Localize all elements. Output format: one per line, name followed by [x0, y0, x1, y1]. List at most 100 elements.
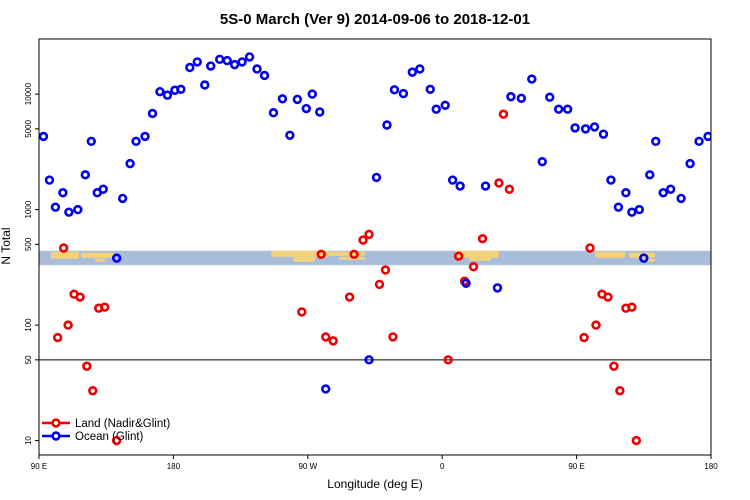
- point-series-1: [244, 52, 255, 62]
- point-series-1: [651, 136, 661, 147]
- point-series-1: [50, 202, 61, 212]
- point-series-0: [82, 361, 92, 371]
- y-tick-label: 10000: [24, 82, 33, 105]
- point-series-1: [321, 384, 331, 394]
- y-tick-label: 50: [24, 355, 33, 364]
- point-series-1: [44, 175, 55, 185]
- point-series-1: [206, 61, 216, 71]
- point-series-1: [727, 92, 734, 99]
- point-series-1: [447, 175, 458, 185]
- land-mass-9: [595, 251, 625, 258]
- point-series-1: [537, 156, 547, 167]
- point-series-1: [117, 193, 128, 204]
- x-tick-label: 180: [167, 462, 181, 471]
- point-series-1: [606, 175, 616, 185]
- point-series-1: [658, 188, 668, 198]
- land-mass-2: [95, 258, 105, 262]
- point-series-1: [185, 62, 195, 73]
- land-mass-0: [51, 251, 79, 259]
- point-series-1: [155, 86, 165, 97]
- point-series-1: [665, 184, 676, 194]
- point-series-0: [58, 243, 69, 253]
- point-series-1: [86, 136, 96, 147]
- point-series-1: [371, 172, 382, 183]
- point-series-1: [64, 207, 74, 217]
- point-series-0: [498, 109, 509, 119]
- point-series-1: [80, 170, 90, 180]
- point-series-1: [527, 74, 537, 84]
- legend-marker-1: [51, 431, 61, 441]
- point-series-1: [222, 55, 232, 66]
- ocean-band: [39, 250, 711, 266]
- point-series-1: [415, 64, 425, 74]
- world-map-strip: [39, 250, 711, 266]
- point-series-1: [589, 122, 600, 132]
- x-tick-label: 0: [440, 462, 445, 471]
- land-mass-7: [455, 250, 499, 258]
- point-series-0: [494, 178, 504, 188]
- point-series-1: [562, 104, 573, 114]
- x-tick-label: 90 E: [568, 462, 584, 471]
- point-series-0: [344, 292, 355, 302]
- point-series-0: [328, 336, 338, 346]
- point-series-0: [321, 332, 331, 342]
- point-series-1: [301, 103, 312, 114]
- point-series-1: [252, 64, 262, 74]
- point-series-0: [579, 332, 589, 343]
- x-axis-ticks: 90 E 180 90 W 0 90 E 180: [31, 455, 718, 471]
- point-series-1: [162, 90, 173, 100]
- point-series-1: [229, 59, 240, 70]
- point-series-1: [214, 54, 225, 65]
- y-axis-ticks: 10 50 100 500 1000 5000 10000: [24, 82, 39, 445]
- point-series-1: [570, 123, 580, 133]
- point-series-1: [292, 94, 303, 105]
- point-series-1: [720, 88, 727, 95]
- land-mass-8: [469, 256, 491, 261]
- point-series-1: [492, 283, 503, 293]
- point-series-1: [516, 93, 527, 103]
- point-series-0: [603, 292, 613, 302]
- point-series-1: [545, 92, 555, 102]
- point-series-1: [639, 253, 649, 263]
- point-series-0: [316, 249, 326, 260]
- point-series-0: [443, 355, 453, 365]
- point-series-1: [580, 124, 591, 134]
- point-series-1: [703, 131, 711, 142]
- point-series-1: [676, 193, 686, 204]
- point-series-0: [100, 302, 110, 312]
- y-tick-label: 5000: [24, 119, 33, 137]
- point-series-1: [634, 204, 645, 215]
- point-series-0: [591, 320, 601, 330]
- point-series-0: [52, 332, 63, 343]
- point-series-1: [627, 207, 637, 217]
- point-series-1: [431, 104, 441, 114]
- point-series-1: [125, 158, 135, 169]
- point-series-0: [364, 229, 374, 240]
- y-tick-label: 1000: [24, 200, 33, 218]
- point-series-0: [627, 302, 637, 312]
- x-tick-label: 90 E: [31, 462, 47, 471]
- point-series-1: [259, 70, 270, 81]
- point-series-0: [477, 233, 488, 244]
- point-series-1: [440, 100, 450, 110]
- point-series-1: [694, 136, 704, 147]
- point-series-0: [453, 251, 464, 261]
- point-series-1: [398, 88, 409, 99]
- point-series-1: [307, 89, 317, 99]
- point-series-1: [382, 120, 392, 130]
- point-series-0: [88, 386, 98, 396]
- point-series-1: [553, 104, 564, 114]
- legend: Land (Nadir&Glint)Ocean (Glint): [42, 418, 170, 443]
- point-series-1: [645, 170, 655, 180]
- legend-label-0: Land (Nadir&Glint): [75, 418, 170, 430]
- point-series-1: [237, 57, 247, 67]
- point-series-0: [374, 279, 385, 290]
- point-series-0: [75, 292, 85, 302]
- point-series-1: [613, 202, 624, 212]
- point-series-0: [504, 184, 515, 194]
- point-series-0: [358, 235, 368, 245]
- point-series-0: [111, 435, 122, 446]
- point-series-1: [455, 181, 465, 191]
- point-series-1: [685, 158, 695, 169]
- point-series-1: [710, 112, 711, 115]
